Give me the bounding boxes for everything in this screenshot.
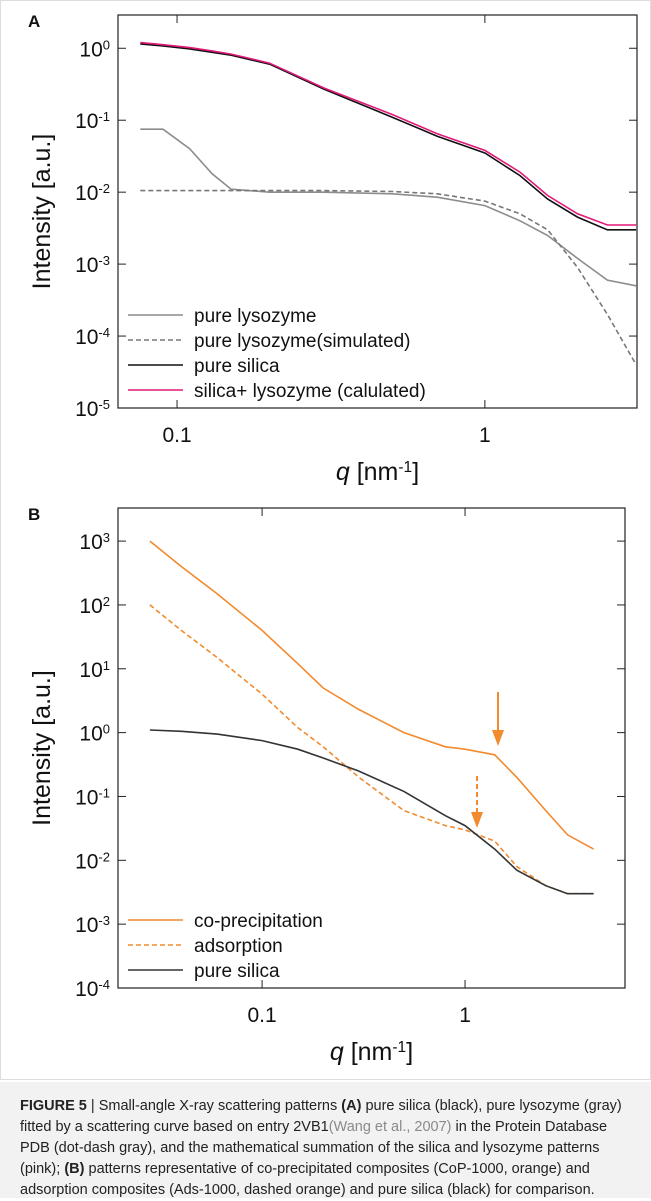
citation: (Wang et al., 2007) (328, 1119, 452, 1135)
y-tick-label: 10-1 (75, 785, 110, 810)
series-line (140, 41, 637, 226)
y-tick-label: 10-4 (75, 977, 110, 1002)
x-tick-label: 1 (479, 424, 491, 447)
y-tick-label: 103 (79, 530, 110, 555)
series-line (140, 189, 637, 366)
y-tick-label: 10-1 (75, 109, 110, 134)
plot-frame (117, 507, 626, 989)
y-tick-label: 10-5 (75, 397, 110, 422)
legend-label: co-precipitation (194, 911, 323, 932)
y-tick-label: 100 (79, 721, 110, 746)
y-axis-label: Intensity [a.u.] (28, 134, 56, 290)
caption-text: pure silica (black), pure lysozyme (gray… (20, 1098, 622, 1135)
legend-label: pure lysozyme (194, 306, 317, 327)
legend-label: pure silica (194, 356, 280, 377)
y-tick-label: 102 (79, 593, 110, 618)
y-tick-label: 10-3 (75, 913, 110, 938)
legend-label: pure lysozyme(simulated) (194, 331, 410, 352)
caption-text: patterns representative of co-precipitat… (20, 1161, 595, 1198)
series-line (140, 43, 637, 231)
x-tick-label: 0.1 (247, 1004, 276, 1027)
y-tick-label: 10-4 (75, 325, 110, 350)
caption-text: | Small-angle X-ray scattering patterns (90, 1098, 338, 1114)
x-axis-label: q [nm-1] (336, 458, 419, 486)
series-line (149, 604, 594, 895)
panel-label: B (28, 505, 40, 524)
plot-frame (117, 14, 638, 409)
figure-label: FIGURE 5 (20, 1098, 87, 1114)
panel-ref: (A) (341, 1098, 362, 1114)
arrow-head (492, 730, 504, 746)
y-axis-label: Intensity [a.u.] (28, 670, 56, 826)
caption: FIGURE 5 | Small-angle X-ray scattering … (0, 1082, 651, 1198)
series-line (140, 128, 637, 287)
x-tick-label: 1 (459, 1004, 471, 1027)
caption-text: in the Protein Database PDB (dot-dash gr… (20, 1119, 608, 1177)
y-tick-label: 101 (79, 657, 110, 682)
series-line (149, 540, 594, 850)
y-tick-label: 100 (79, 37, 110, 62)
legend-label: adsorption (194, 936, 283, 957)
legend-label: silica+ lysozyme (calulated) (194, 381, 426, 402)
panel-label: A (28, 12, 40, 31)
arrow-head (471, 812, 483, 828)
x-axis-label: q [nm-1] (330, 1038, 413, 1066)
legend-label: pure silica (194, 961, 280, 982)
panel-ref: (B) (64, 1161, 85, 1177)
x-tick-label: 0.1 (162, 424, 191, 447)
series-line (149, 729, 594, 895)
y-tick-label: 10-2 (75, 181, 110, 206)
figure: A 10-5 10-4 10-3 10-2 10-1 100 0.1 1 q [nm-1] Inte… (0, 0, 651, 1080)
y-tick-label: 10-2 (75, 849, 110, 874)
y-tick-label: 10-3 (75, 253, 110, 278)
